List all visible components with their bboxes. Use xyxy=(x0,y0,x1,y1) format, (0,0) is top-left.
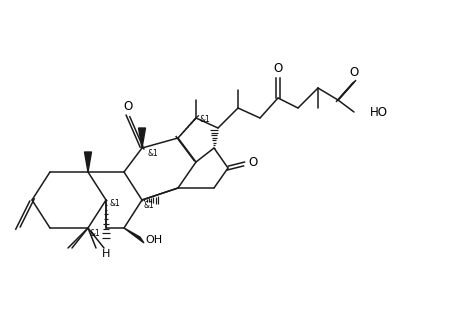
Polygon shape xyxy=(85,152,91,172)
Text: OH: OH xyxy=(145,235,162,245)
Text: &1: &1 xyxy=(90,230,101,239)
Text: O: O xyxy=(123,100,133,112)
Text: &1: &1 xyxy=(200,116,211,124)
Text: O: O xyxy=(273,62,283,74)
Text: HO: HO xyxy=(370,106,388,118)
Text: O: O xyxy=(248,156,257,170)
Polygon shape xyxy=(139,128,146,148)
Text: O: O xyxy=(349,66,358,78)
Text: &1: &1 xyxy=(110,199,121,208)
Text: &1: &1 xyxy=(144,201,155,209)
Text: H: H xyxy=(102,249,110,259)
Text: &1: &1 xyxy=(148,149,159,158)
Polygon shape xyxy=(124,228,144,243)
